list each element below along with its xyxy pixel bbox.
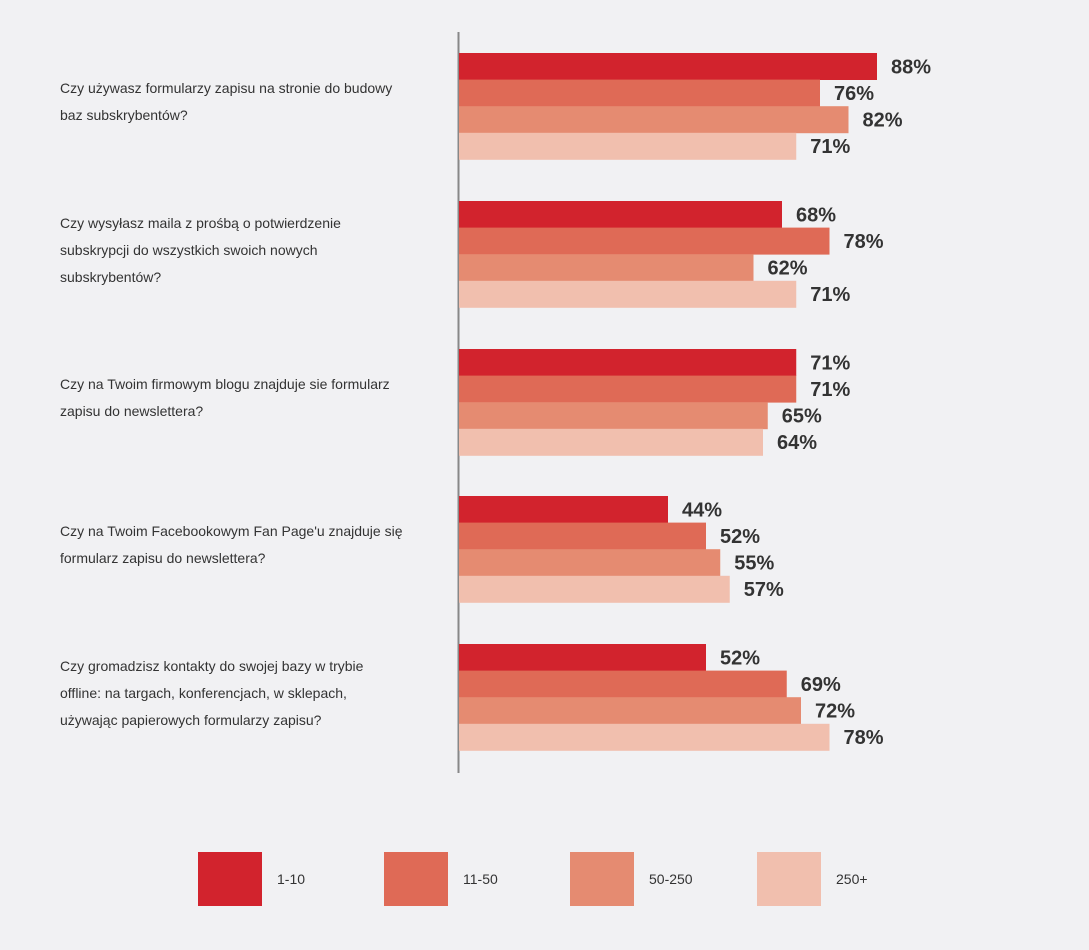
question-line: używając papierowych formularzy zapisu? (60, 711, 322, 728)
legend-label: 11-50 (463, 871, 498, 887)
legend-swatch (198, 852, 262, 906)
question-line: offline: na targach, konferencjach, w sk… (60, 684, 347, 701)
value-label-q3-250+: 64% (777, 432, 817, 454)
question-label-4: Czy na Twoim Facebookowym Fan Page'u zna… (60, 518, 440, 572)
value-label-q1-11-50: 76% (834, 83, 874, 105)
bar-q1-50-250 (459, 106, 849, 134)
bar-q5-1-10 (459, 644, 706, 671)
question-label-1: Czy używasz formularzy zapisu na stronie… (60, 75, 440, 129)
value-label-q1-1-10: 88% (891, 56, 931, 78)
value-label-q2-250+: 71% (810, 284, 850, 306)
bar-q1-250+ (459, 132, 797, 160)
value-label-q5-250+: 78% (844, 727, 884, 749)
legend-swatch (384, 852, 448, 906)
value-label-q4-11-50: 52% (720, 526, 760, 548)
bar-q2-250+ (459, 280, 797, 308)
bar-q3-250+ (459, 428, 763, 456)
bar-q5-250+ (459, 723, 830, 751)
question-line: Czy na Twoim firmowym blogu znajduje sie… (60, 376, 390, 393)
value-labels-group: 88%76%82%71%68%78%62%71%71%71%65%64%44%5… (682, 56, 931, 749)
legend-label: 250+ (836, 871, 868, 887)
question-line: Czy używasz formularzy zapisu na stronie… (60, 80, 393, 97)
legend-swatch (757, 852, 821, 906)
value-label-q3-1-10: 71% (810, 352, 850, 374)
question-line: Czy gromadzisz kontakty do swojej bazy w… (60, 657, 364, 674)
legend-label: 50-250 (649, 871, 693, 887)
question-line: zapisu do newslettera? (60, 403, 204, 420)
value-label-q2-50-250: 62% (768, 258, 808, 280)
value-label-q1-50-250: 82% (863, 110, 903, 132)
bar-q1-1-10 (459, 53, 877, 80)
bar-q3-1-10 (459, 349, 797, 376)
legend: 1-10 11-50 50-250 250+ (0, 852, 1089, 908)
bar-q1-11-50 (459, 79, 820, 107)
bar-q2-11-50 (459, 227, 830, 255)
bar-q3-50-250 (459, 402, 768, 430)
value-label-q2-1-10: 68% (796, 204, 836, 226)
question-label-3: Czy na Twoim firmowym blogu znajduje sie… (60, 371, 440, 425)
value-label-q3-11-50: 71% (810, 379, 850, 401)
value-label-q5-1-10: 52% (720, 647, 760, 669)
bar-q2-50-250 (459, 254, 754, 282)
question-label-2: Czy wysyłasz maila z prośbą o potwierdze… (60, 210, 440, 291)
bar-q2-1-10 (459, 201, 782, 228)
legend-swatch (570, 852, 634, 906)
legend-label: 1-10 (277, 871, 306, 887)
question-line: formularz zapisu do newslettera? (60, 550, 266, 567)
value-label-q2-11-50: 78% (844, 231, 884, 253)
value-label-q4-1-10: 44% (682, 499, 722, 521)
bar-q5-11-50 (459, 670, 787, 698)
value-label-q1-250+: 71% (810, 136, 850, 158)
value-label-q4-50-250: 55% (734, 553, 774, 575)
bar-q5-50-250 (459, 697, 801, 725)
bar-q4-250+ (459, 575, 730, 603)
question-line: subskrybentów? (60, 268, 162, 285)
bar-q4-11-50 (459, 522, 706, 550)
value-label-q4-250+: 57% (744, 579, 784, 601)
question-line: Czy na Twoim Facebookowym Fan Page'u zna… (60, 523, 403, 540)
bars-group (459, 53, 877, 751)
value-label-q5-11-50: 69% (801, 674, 841, 696)
bar-q4-50-250 (459, 549, 721, 577)
bar-q3-11-50 (459, 375, 797, 403)
question-line: Czy wysyłasz maila z prośbą o potwierdze… (60, 214, 341, 231)
question-label-5: Czy gromadzisz kontakty do swojej bazy w… (60, 653, 440, 734)
value-label-q5-50-250: 72% (815, 701, 855, 723)
bar-q4-1-10 (459, 496, 668, 523)
question-line: subskrypcji do wszystkich swoich nowych (60, 241, 318, 258)
value-label-q3-50-250: 65% (782, 406, 822, 428)
question-line: baz subskrybentów? (60, 107, 188, 124)
